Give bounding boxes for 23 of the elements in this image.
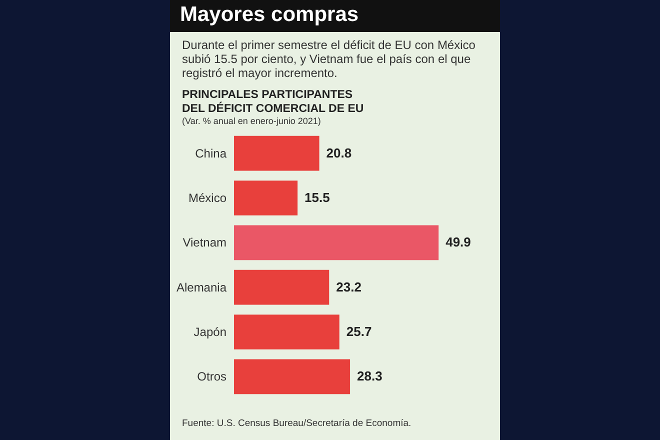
bar xyxy=(234,136,320,171)
chart-title: Mayores compras xyxy=(170,0,500,32)
y-tick-label: Japón xyxy=(194,325,226,339)
data-label: 25.7 xyxy=(346,324,372,339)
data-label: 15.5 xyxy=(304,190,330,205)
data-label: 28.3 xyxy=(357,368,382,384)
text: (Var. % anual en enero-junio 2021) xyxy=(181,116,322,126)
bar xyxy=(234,180,298,216)
bar xyxy=(234,270,330,305)
chart-subtitle: Durante el primer semestre el déficit de EU con México subió 15.5 por ciento, y Vietnam fue el país con el que registró el mayor incremento. xyxy=(181,37,476,82)
y-tick-label: Alemania xyxy=(176,280,227,294)
data-label: 20.8 xyxy=(326,145,352,160)
data-label: 49.9 xyxy=(446,234,471,250)
bar xyxy=(234,314,340,350)
text: PRINCIPALES PARTICIPANTES DEL DÉFICIT COMERCIAL DE EU xyxy=(181,88,365,116)
bar xyxy=(234,359,350,394)
y-tick-label: Vietnam xyxy=(182,236,226,250)
data-label: 23.2 xyxy=(336,279,362,294)
y-tick-label: China xyxy=(195,146,227,160)
y-tick-label: Otros xyxy=(197,370,226,384)
y-tick-label: México xyxy=(188,191,227,205)
source-note: Fuente: U.S. Census Bureau/Secretaría de Economía. xyxy=(182,418,412,429)
bar xyxy=(234,225,439,260)
